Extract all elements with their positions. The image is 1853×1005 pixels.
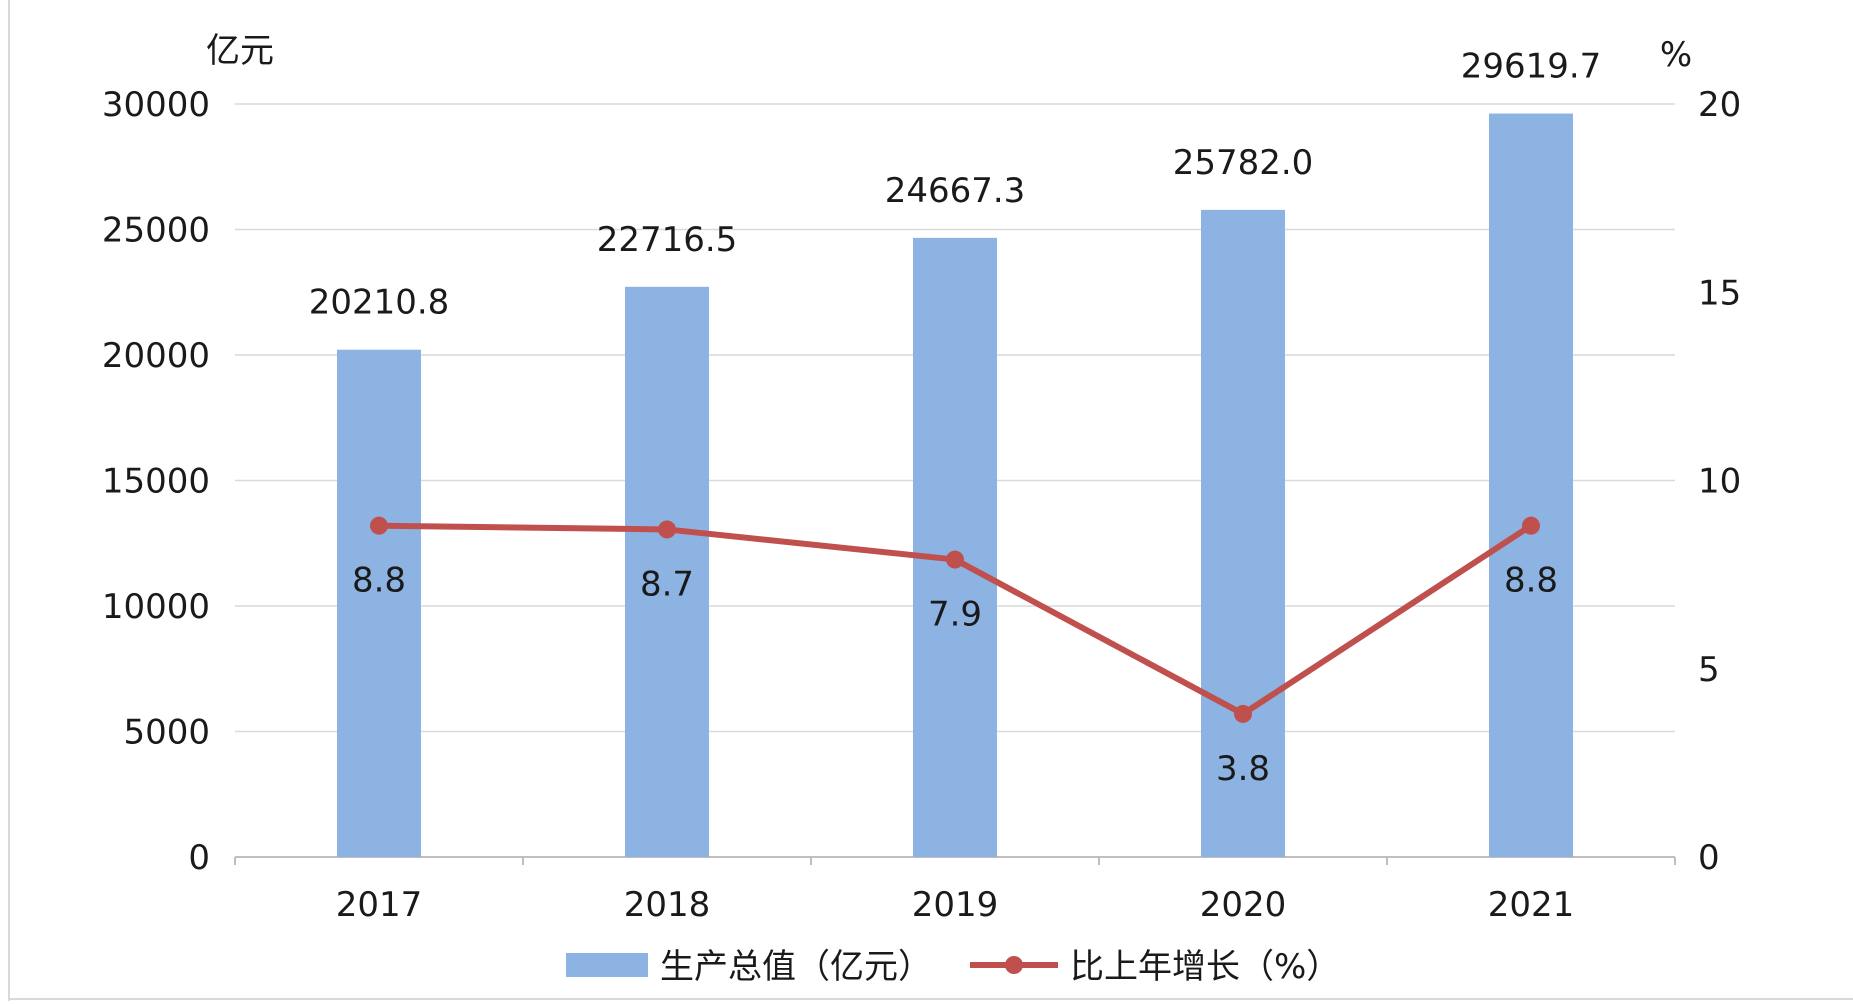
bar-data-label: 22716.5 (597, 220, 738, 260)
left-axis-tick-label: 10000 (102, 587, 210, 627)
bar-data-label: 29619.7 (1461, 47, 1602, 87)
right-axis-tick-label: 5 (1698, 650, 1720, 690)
legend-label-line: 比上年增长（%） (1070, 947, 1340, 987)
line-marker (370, 516, 388, 535)
right-axis: % 0 5 10 15 20 (1660, 35, 1741, 878)
bar-series (337, 113, 1573, 857)
legend: 生产总值（亿元） 比上年增长（%） (566, 947, 1340, 987)
left-axis-tick-label: 5000 (123, 713, 210, 753)
bar (337, 349, 421, 857)
chart-border-left (8, 0, 10, 1001)
x-axis-tick-label: 2019 (912, 885, 999, 925)
bar (625, 286, 709, 857)
left-axis-tick-label: 0 (188, 838, 210, 878)
line-data-label: 8.7 (640, 564, 694, 604)
bar-data-labels: 20210.8 22716.5 24667.3 25782.0 29619.7 (309, 47, 1602, 323)
left-axis: 亿元 0 5000 10000 15000 20000 25000 30000 (102, 31, 274, 878)
legend-label-bar: 生产总值（亿元） (660, 947, 932, 987)
line-data-label: 8.8 (352, 561, 406, 601)
x-axis-tick-label: 2020 (1200, 885, 1287, 925)
bar-data-label: 20210.8 (309, 283, 450, 323)
left-axis-unit: 亿元 (206, 31, 274, 71)
left-axis-tick-label: 25000 (102, 211, 210, 251)
right-axis-tick-label: 10 (1698, 462, 1741, 502)
x-axis: 2017 2018 2019 2020 2021 (234, 857, 1676, 925)
line-data-label: 7.9 (928, 595, 982, 635)
x-axis-tick-label: 2017 (336, 885, 423, 925)
line-marker (658, 520, 676, 539)
right-axis-tick-label: 20 (1698, 85, 1741, 125)
right-axis-unit: % (1660, 35, 1692, 75)
legend-swatch-marker (1005, 956, 1023, 974)
right-axis-tick-label: 0 (1698, 838, 1720, 878)
bar (1201, 209, 1285, 857)
bar-data-label: 24667.3 (885, 171, 1026, 211)
bar-data-label: 25782.0 (1173, 143, 1314, 183)
line-data-label: 3.8 (1216, 749, 1270, 789)
line-marker (946, 550, 964, 569)
bar (1489, 113, 1573, 857)
line-series (370, 516, 1540, 723)
line-marker (1522, 516, 1540, 535)
left-axis-tick-label: 30000 (102, 85, 210, 125)
legend-swatch-bar (566, 953, 648, 977)
left-axis-tick-label: 15000 (102, 462, 210, 502)
left-axis-tick-label: 20000 (102, 336, 210, 376)
line-marker (1234, 704, 1252, 723)
line-data-labels: 8.8 8.7 7.9 3.8 8.8 (352, 561, 1558, 789)
x-axis-tick-label: 2021 (1488, 885, 1575, 925)
line-data-label: 8.8 (1504, 561, 1558, 601)
bar (913, 237, 997, 857)
x-axis-tick-label: 2018 (624, 885, 711, 925)
chart-border-bottom (8, 998, 1853, 1000)
right-axis-tick-label: 15 (1698, 273, 1741, 313)
